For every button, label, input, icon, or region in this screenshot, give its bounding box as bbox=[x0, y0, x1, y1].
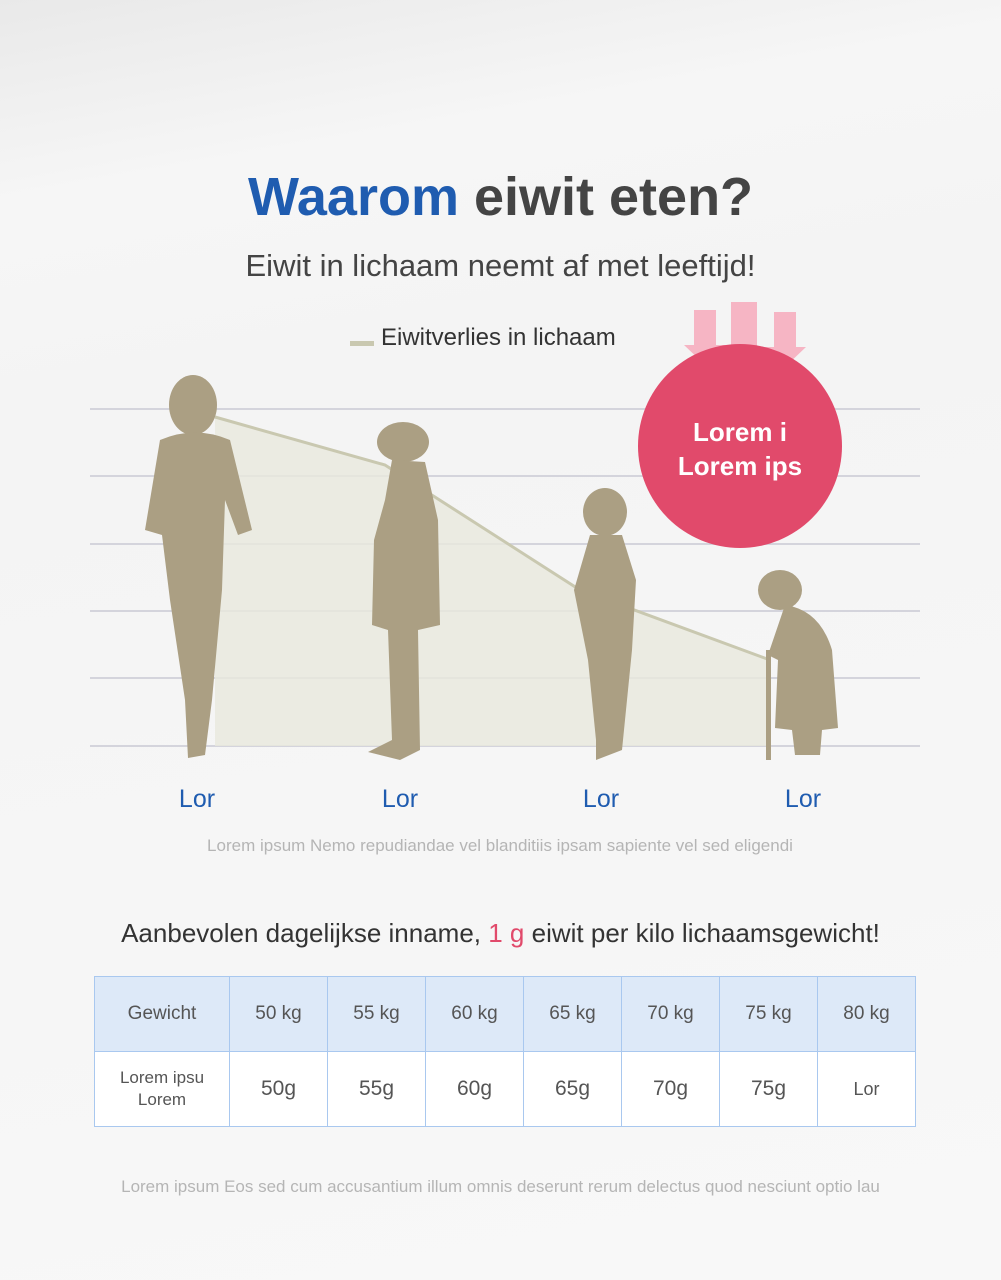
value-row: Lorem ipsu Lorem 50g 55g 60g 65g 70g 75g Lor bbox=[94, 1051, 916, 1127]
value-cell: 75g bbox=[719, 1051, 818, 1127]
header-cell: 70 kg bbox=[621, 976, 720, 1052]
header-cell: 60 kg bbox=[425, 976, 524, 1052]
rec-text: Aanbevolen dagelijkse inname, bbox=[121, 918, 482, 948]
title: Waarom eiwit eten? bbox=[0, 166, 1001, 228]
note: Lorem ipsum Nemo repudiandae vel blandit… bbox=[207, 836, 793, 855]
rec-text: eiwit per kilo lichaamsgewicht! bbox=[531, 918, 880, 948]
silhouettes bbox=[145, 375, 838, 760]
value-cell: 55g bbox=[327, 1051, 426, 1127]
value-cell: 60g bbox=[425, 1051, 524, 1127]
footer: Lorem ipsum Eos sed cum accusantium illu… bbox=[121, 1177, 880, 1196]
row-label-line: Lorem bbox=[137, 1090, 187, 1109]
age-label: Lor bbox=[785, 785, 821, 813]
header-row: Gewicht 50 kg 55 kg 60 kg 65 kg 70 kg 75 kg 80 … bbox=[94, 976, 916, 1052]
legend-swatch bbox=[350, 341, 374, 346]
row-label: Lorem ipsu Lorem bbox=[94, 1051, 230, 1127]
header-cell: 50 kg bbox=[229, 976, 328, 1052]
title-highlight: Waarom bbox=[247, 167, 459, 227]
badge-line: Lorem i bbox=[693, 417, 787, 447]
decline-area bbox=[215, 417, 770, 746]
legend-text: Eiwitverlies in lichaam bbox=[381, 324, 616, 351]
decline-line bbox=[214, 415, 771, 662]
value-cell: 70g bbox=[621, 1051, 720, 1127]
badge-line: Lorem ips bbox=[678, 451, 802, 481]
header-cell: 80 kg bbox=[817, 976, 916, 1052]
age-label: Lor bbox=[583, 785, 619, 813]
title-rest: eiwit eten? bbox=[474, 167, 754, 227]
badge bbox=[638, 344, 842, 548]
header-cell: 65 kg bbox=[523, 976, 622, 1052]
header-cell: 75 kg bbox=[719, 976, 818, 1052]
row-label-line: Lorem ipsu bbox=[119, 1068, 205, 1087]
value-cell: 65g bbox=[523, 1051, 622, 1127]
header-cell: Gewicht bbox=[94, 976, 230, 1052]
age-label: Lor bbox=[179, 785, 215, 813]
figure: Eiwitverlies in lichaam Lorem i Lorem ip… bbox=[90, 302, 920, 855]
subtitle: Eiwit in lichaam neemt af met leeftijd! bbox=[245, 248, 756, 283]
age-label: Lor bbox=[382, 785, 418, 813]
header-cell: 55 kg bbox=[327, 976, 426, 1052]
value-cell: Lor bbox=[817, 1051, 916, 1127]
intake-table: Gewicht 50 kg 55 kg 60 kg 65 kg 70 kg 75 kg 80 … bbox=[94, 976, 916, 1127]
rec-highlight: 1 g bbox=[488, 918, 525, 948]
value-cell: 50g bbox=[229, 1051, 328, 1127]
recommendation: Aanbevolen dagelijkse inname, 1 g eiwit … bbox=[0, 918, 1001, 949]
